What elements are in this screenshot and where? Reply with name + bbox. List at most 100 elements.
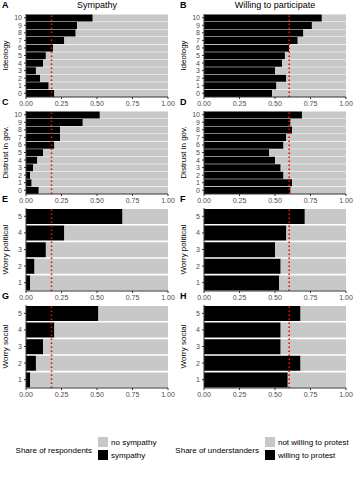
svg-text:Distrust in gov.: Distrust in gov. xyxy=(179,126,188,178)
svg-text:0.25: 0.25 xyxy=(233,100,247,107)
svg-text:3: 3 xyxy=(196,67,200,74)
svg-text:0.75: 0.75 xyxy=(126,197,140,204)
svg-text:0.75: 0.75 xyxy=(304,197,318,204)
svg-text:10: 10 xyxy=(14,111,22,118)
svg-text:5: 5 xyxy=(196,149,200,156)
svg-text:6: 6 xyxy=(196,141,200,148)
svg-text:2: 2 xyxy=(18,172,22,179)
svg-text:0: 0 xyxy=(196,90,200,97)
svg-text:8: 8 xyxy=(18,29,22,36)
svg-text:0.50: 0.50 xyxy=(268,294,282,301)
svg-text:0.00: 0.00 xyxy=(19,391,33,398)
svg-text:0.25: 0.25 xyxy=(233,197,247,204)
svg-text:7: 7 xyxy=(196,134,200,141)
svg-text:9: 9 xyxy=(18,22,22,29)
svg-text:10: 10 xyxy=(14,14,22,21)
svg-text:1.00: 1.00 xyxy=(161,391,175,398)
svg-text:3: 3 xyxy=(196,343,200,350)
svg-text:0.25: 0.25 xyxy=(233,294,247,301)
svg-text:1.00: 1.00 xyxy=(339,294,348,301)
svg-text:8: 8 xyxy=(196,126,200,133)
svg-text:5: 5 xyxy=(196,310,200,317)
svg-text:1: 1 xyxy=(18,279,22,286)
svg-text:0.00: 0.00 xyxy=(197,391,211,398)
svg-text:0.25: 0.25 xyxy=(55,294,69,301)
svg-text:6: 6 xyxy=(18,141,22,148)
svg-text:5: 5 xyxy=(196,52,200,59)
svg-text:10: 10 xyxy=(192,14,200,21)
svg-text:0.75: 0.75 xyxy=(126,100,140,107)
svg-text:3: 3 xyxy=(18,246,22,253)
svg-text:4: 4 xyxy=(18,326,22,333)
svg-text:1: 1 xyxy=(18,376,22,383)
svg-text:0.25: 0.25 xyxy=(55,100,69,107)
svg-text:3: 3 xyxy=(18,67,22,74)
svg-text:1: 1 xyxy=(18,82,22,89)
svg-text:0: 0 xyxy=(18,187,22,194)
svg-text:3: 3 xyxy=(196,246,200,253)
svg-text:6: 6 xyxy=(18,44,22,51)
svg-text:1.00: 1.00 xyxy=(339,197,348,204)
svg-text:1: 1 xyxy=(196,179,200,186)
svg-text:7: 7 xyxy=(18,37,22,44)
svg-text:0.50: 0.50 xyxy=(90,197,104,204)
svg-text:0.50: 0.50 xyxy=(268,197,282,204)
svg-text:3: 3 xyxy=(196,164,200,171)
svg-text:0: 0 xyxy=(18,90,22,97)
svg-text:4: 4 xyxy=(196,229,200,236)
svg-text:0.75: 0.75 xyxy=(126,294,140,301)
svg-text:7: 7 xyxy=(196,37,200,44)
svg-text:Worry political: Worry political xyxy=(179,224,188,274)
svg-text:0.25: 0.25 xyxy=(55,197,69,204)
svg-text:6: 6 xyxy=(196,44,200,51)
svg-text:0.00: 0.00 xyxy=(19,197,33,204)
svg-text:1: 1 xyxy=(18,179,22,186)
svg-text:4: 4 xyxy=(196,326,200,333)
svg-text:2: 2 xyxy=(196,75,200,82)
svg-text:Distrust in gov.: Distrust in gov. xyxy=(8,126,10,178)
svg-text:4: 4 xyxy=(18,60,22,67)
svg-text:9: 9 xyxy=(18,119,22,126)
svg-text:4: 4 xyxy=(18,229,22,236)
svg-text:5: 5 xyxy=(18,52,22,59)
svg-text:Worry political: Worry political xyxy=(8,224,10,274)
svg-text:0.00: 0.00 xyxy=(197,294,211,301)
svg-text:Worry social: Worry social xyxy=(179,324,188,368)
svg-text:0: 0 xyxy=(196,187,200,194)
svg-text:5: 5 xyxy=(18,213,22,220)
svg-text:0.50: 0.50 xyxy=(268,100,282,107)
svg-text:0.50: 0.50 xyxy=(90,294,104,301)
svg-text:2: 2 xyxy=(196,263,200,270)
svg-text:0.75: 0.75 xyxy=(304,100,318,107)
svg-text:8: 8 xyxy=(18,126,22,133)
svg-text:2: 2 xyxy=(196,172,200,179)
svg-text:0.00: 0.00 xyxy=(197,197,211,204)
svg-text:0.25: 0.25 xyxy=(55,391,69,398)
svg-text:2: 2 xyxy=(196,360,200,367)
svg-text:1.00: 1.00 xyxy=(339,391,348,398)
svg-text:8: 8 xyxy=(196,29,200,36)
svg-text:5: 5 xyxy=(18,149,22,156)
svg-text:0.75: 0.75 xyxy=(126,391,140,398)
svg-text:0.75: 0.75 xyxy=(304,391,318,398)
svg-text:3: 3 xyxy=(18,343,22,350)
svg-text:4: 4 xyxy=(196,157,200,164)
svg-text:0.50: 0.50 xyxy=(268,391,282,398)
svg-text:0.25: 0.25 xyxy=(233,391,247,398)
svg-text:5: 5 xyxy=(196,213,200,220)
svg-text:9: 9 xyxy=(196,22,200,29)
svg-text:0.50: 0.50 xyxy=(90,391,104,398)
svg-text:4: 4 xyxy=(196,60,200,67)
svg-text:2: 2 xyxy=(18,360,22,367)
svg-text:Ideology: Ideology xyxy=(179,40,188,70)
svg-text:0.00: 0.00 xyxy=(19,100,33,107)
svg-text:7: 7 xyxy=(18,134,22,141)
svg-text:2: 2 xyxy=(18,263,22,270)
svg-text:0.00: 0.00 xyxy=(19,294,33,301)
svg-text:5: 5 xyxy=(18,310,22,317)
svg-text:0.00: 0.00 xyxy=(197,100,211,107)
svg-text:1.00: 1.00 xyxy=(339,100,348,107)
svg-text:1: 1 xyxy=(196,82,200,89)
svg-text:4: 4 xyxy=(18,157,22,164)
svg-text:1: 1 xyxy=(196,376,200,383)
